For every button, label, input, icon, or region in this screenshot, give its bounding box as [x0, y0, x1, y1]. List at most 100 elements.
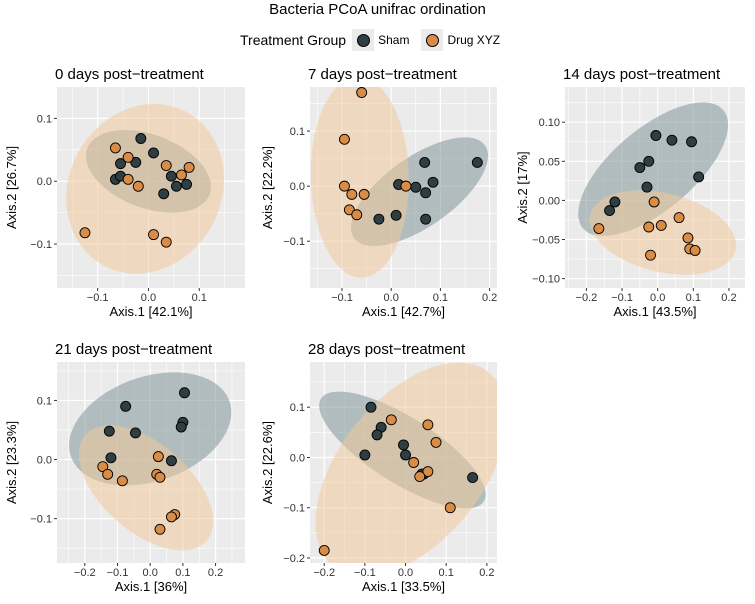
sham-point	[130, 427, 141, 439]
drug-point	[356, 87, 368, 98]
drug-point	[152, 451, 164, 463]
pcoa-panel-4: −0.2 −0.1 0.0 0.1 0.2 −0.2 −0.1 0.0 0.1 28 days p…	[260, 341, 497, 594]
drug-ellipse	[66, 104, 224, 274]
x-tick-label: 0.1	[686, 292, 701, 304]
y-tick-label: −0.1	[283, 236, 305, 248]
sham-point	[165, 170, 177, 182]
sham-point	[641, 181, 653, 193]
drug-point	[122, 173, 134, 185]
drug-point	[160, 236, 172, 248]
x-tick-label: 0.2	[208, 567, 223, 579]
drug-point	[689, 245, 701, 256]
y-tick-label: 0.1	[290, 402, 305, 414]
drug-point	[122, 151, 134, 163]
x-tick-label: 0.0	[398, 567, 413, 579]
y-axis-title: Axis.2 [22.2%]	[260, 146, 275, 229]
sham-point	[398, 439, 409, 451]
legend-title: Treatment Group	[240, 32, 347, 48]
drug-point	[165, 511, 177, 523]
sham-point	[650, 130, 662, 141]
y-axis-title: Axis.2 [22.6%]	[260, 421, 275, 504]
drug-point	[102, 468, 114, 480]
drug-point	[346, 188, 358, 200]
drug-point	[682, 232, 694, 244]
sham-point	[604, 205, 616, 217]
y-tick-label: 0.00	[539, 195, 560, 207]
x-tick-label: −0.1	[331, 292, 353, 304]
pcoa-panel-1: −0.1 0.0 0.1 0.2 −0.1 0.0 0.1 7 days post−treat…	[260, 66, 497, 319]
y-tick-label: −0.1	[30, 514, 52, 526]
drug-point	[318, 544, 330, 556]
panel-title: 7 days post−treatment	[308, 66, 458, 83]
x-tick-label: 0.1	[192, 292, 207, 304]
drug-point	[643, 221, 655, 233]
sham-point	[373, 213, 385, 225]
sham-point	[420, 213, 432, 225]
sham-point	[165, 455, 177, 467]
x-tick-label: 0.1	[175, 567, 190, 579]
drug-ellipse	[310, 87, 409, 278]
sham-point	[467, 472, 479, 484]
y-tick-label: −0.1	[283, 503, 305, 515]
sham-point	[105, 452, 117, 464]
drug-point	[645, 249, 656, 261]
drug-point	[358, 188, 370, 200]
y-tick-label: 0.10	[539, 117, 560, 129]
drug-point	[116, 475, 128, 487]
y-tick-label: 0.0	[290, 181, 305, 193]
drug-point	[408, 457, 420, 468]
legend-label-sham: Sham	[378, 33, 410, 47]
y-axis-title: Axis.2 [23.3%]	[4, 421, 19, 504]
drug-point	[160, 160, 172, 171]
drug-point	[97, 461, 109, 473]
x-axis-title: Axis.1 [36%]	[115, 579, 187, 594]
x-tick-label: 0.1	[433, 292, 448, 304]
x-tick-label: 0.2	[479, 567, 494, 579]
y-tick-label: −0.1	[30, 239, 52, 251]
pcoa-panel-0: −0.1 0.0 0.1 −0.1 0.0 0.1 0 days post−treatmen…	[4, 66, 245, 319]
y-tick-label: 0.1	[37, 395, 52, 407]
sham-point	[419, 156, 431, 168]
sham-point	[666, 134, 678, 146]
sham-point	[693, 171, 705, 183]
drug-point	[338, 180, 350, 192]
x-axis-title: Axis.1 [42.7%]	[362, 304, 445, 319]
x-tick-label: −0.1	[87, 292, 109, 304]
sham-point	[365, 401, 377, 413]
sham-point	[634, 162, 646, 174]
drug-point	[176, 169, 187, 181]
sham-point	[170, 180, 182, 192]
sham-point	[135, 133, 147, 144]
pcoa-panel-2: −0.2 −0.1 0.0 0.1 0.2 −0.10 −0.05 0.00 0.05 0.10 1…	[515, 66, 745, 319]
x-axis-title: Axis.1 [43.5%]	[613, 304, 696, 319]
sham-point	[148, 147, 159, 159]
drug-point	[183, 161, 195, 173]
drug-point	[414, 471, 426, 483]
drug-point	[351, 209, 363, 221]
panel-title: 28 days post−treatment	[308, 341, 466, 358]
sham-point	[181, 178, 193, 190]
drug-point	[400, 180, 412, 192]
sham-point	[371, 429, 383, 441]
drug-point	[444, 502, 456, 514]
x-tick-label: −0.2	[313, 567, 335, 579]
sham-point	[359, 449, 371, 461]
legend-swatch-drug	[425, 33, 439, 47]
drug-point	[422, 419, 434, 431]
x-tick-label: −0.2	[74, 567, 96, 579]
drug-point	[593, 223, 605, 235]
sham-point	[420, 187, 432, 199]
sham-point	[390, 209, 402, 221]
y-tick-label: 0.1	[37, 113, 52, 125]
ellipse-layer	[66, 104, 224, 274]
drug-point	[132, 180, 144, 192]
sham-point	[130, 156, 142, 168]
drug-point	[148, 229, 159, 241]
sham-point	[120, 400, 132, 412]
sham-point	[158, 188, 170, 200]
drug-point	[430, 436, 442, 448]
drug-point	[79, 227, 91, 239]
panel-title: 21 days post−treatment	[55, 341, 213, 358]
